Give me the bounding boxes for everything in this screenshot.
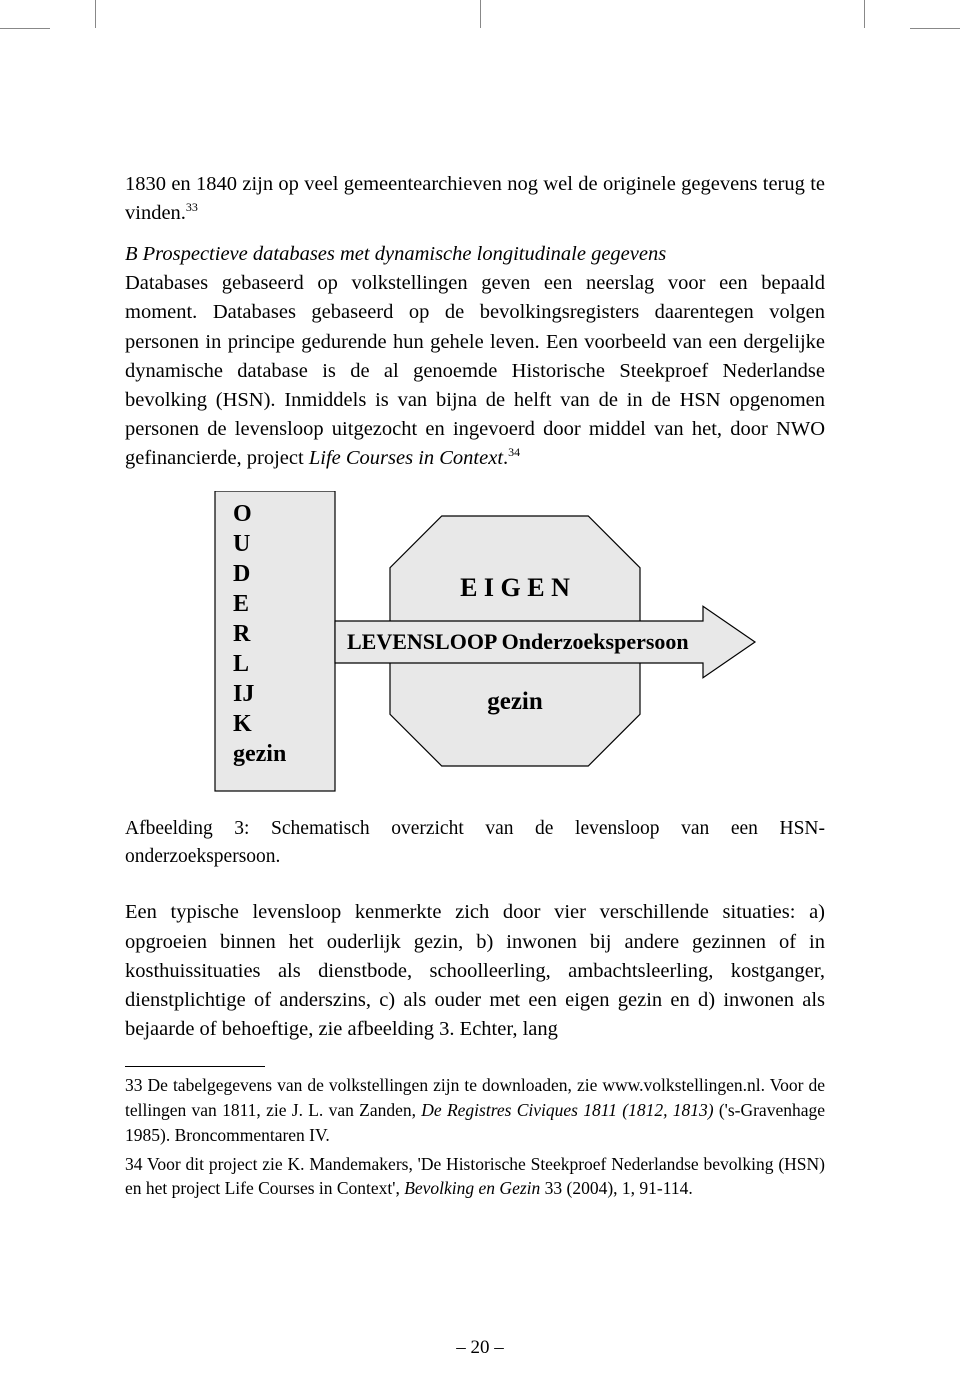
svg-text:E I G E N: E I G E N (460, 573, 570, 602)
fn34-b: 33 (2004), 1, 91-114. (540, 1178, 692, 1198)
figure-caption: Afbeelding 3: Schematisch overzicht van … (125, 815, 825, 870)
svg-text:L: L (233, 651, 249, 677)
footnote-33: 33 De tabelgegevens van de volkstellinge… (125, 1073, 825, 1148)
footnote-ref-34: 34 (508, 445, 520, 459)
crop-marks (0, 0, 960, 60)
paragraph-3: Een typische levensloop kenmerkte zich d… (125, 898, 825, 1044)
footnote-34: 34 Voor dit project zie K. Mandemakers, … (125, 1152, 825, 1202)
hsn-diagram: OUDERL IJ Kgezin E I G E N gezin LEVENSLOOP O… (125, 491, 825, 801)
footnote-rule (125, 1066, 265, 1067)
svg-text:K: K (233, 711, 252, 737)
svg-text:U: U (233, 531, 250, 557)
diagram-svg: OUDERL IJ Kgezin E I G E N gezin LEVENSLOOP O… (125, 491, 825, 801)
page-content: 1830 en 1840 zijn op veel gemeentearchie… (125, 170, 825, 1205)
section-b-heading: B Prospectieve databases met dynamische … (125, 243, 666, 265)
footnote-ref-33: 33 (186, 200, 198, 214)
paragraph-1: 1830 en 1840 zijn op veel gemeentearchie… (125, 170, 825, 228)
svg-text:gezin: gezin (233, 741, 286, 767)
svg-text:IJ: IJ (233, 681, 254, 707)
page-number: – 20 – (0, 1337, 960, 1359)
fn33-italic: De Registres Civiques 1811 (1812, 1813) (421, 1100, 713, 1120)
svg-text:R: R (233, 621, 251, 647)
para2-italic: Life Courses in Context (309, 447, 503, 469)
svg-text:D: D (233, 561, 250, 587)
fn34-italic: Bevolking en Gezin (404, 1178, 540, 1198)
svg-text:E: E (233, 591, 249, 617)
para2-text-a: Databases gebaseerd op volkstellingen ge… (125, 272, 825, 469)
svg-text:O: O (233, 501, 252, 527)
para1-text: 1830 en 1840 zijn op veel gemeentearchie… (125, 173, 825, 224)
paragraph-2: B Prospectieve databases met dynamische … (125, 240, 825, 473)
svg-text:LEVENSLOOP Onderzoekspersoon: LEVENSLOOP Onderzoekspersoon (347, 629, 689, 654)
svg-text:gezin: gezin (487, 688, 543, 715)
